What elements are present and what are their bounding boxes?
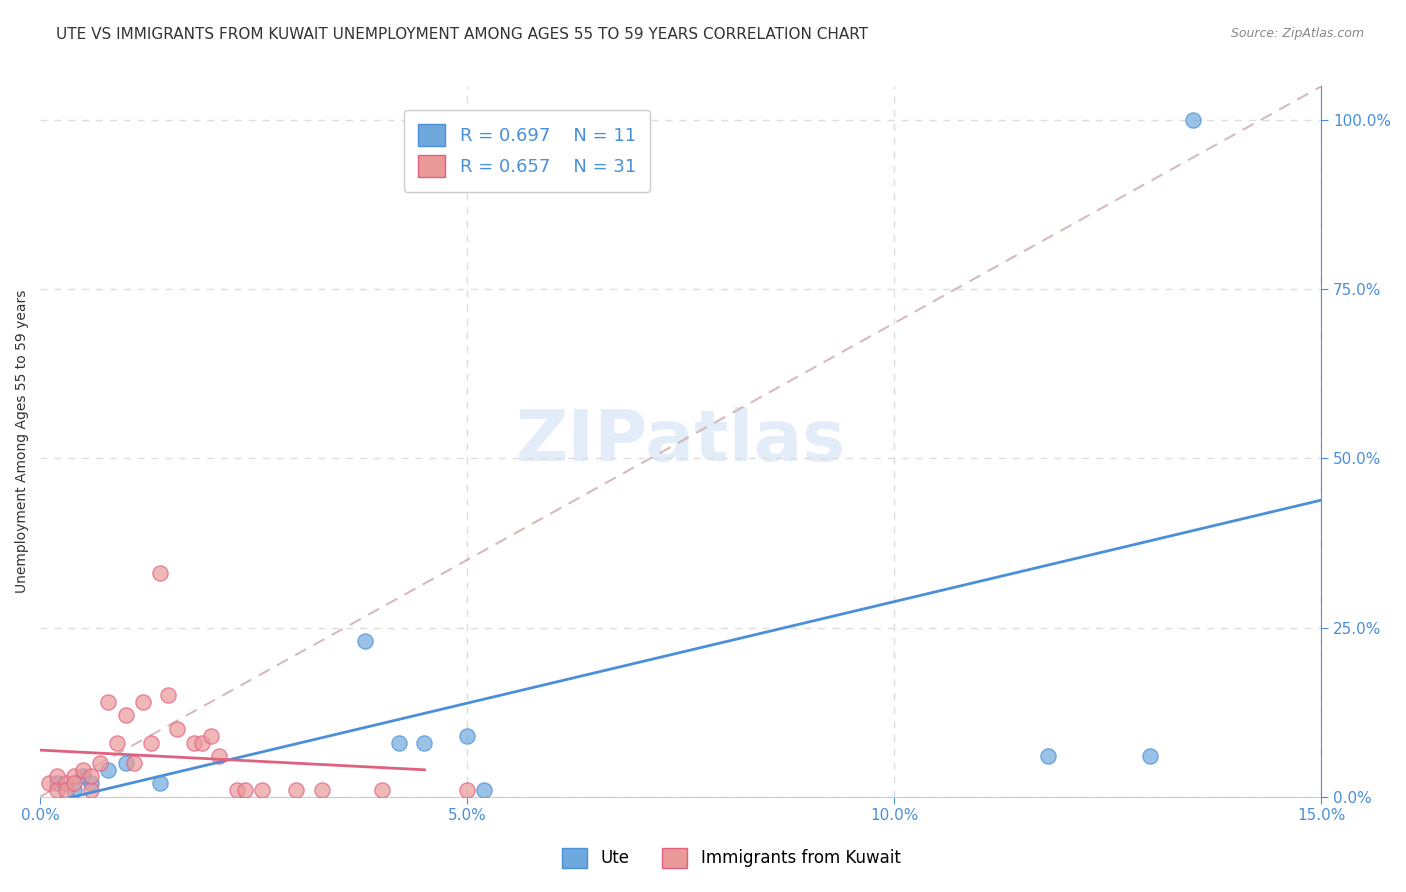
Point: [208, 749, 231, 764]
Point: [63, 783, 86, 797]
Point: [46, 776, 69, 790]
Text: Source: ZipAtlas.com: Source: ZipAtlas.com: [1230, 27, 1364, 40]
Text: ZIPatlas: ZIPatlas: [516, 407, 846, 476]
Point: [105, 735, 128, 749]
Point: [371, 783, 394, 797]
Point: [149, 566, 172, 581]
Point: [89, 756, 111, 770]
Point: [1182, 113, 1205, 128]
Text: UTE VS IMMIGRANTS FROM KUWAIT UNEMPLOYMENT AMONG AGES 55 TO 59 YEARS CORRELATION: UTE VS IMMIGRANTS FROM KUWAIT UNEMPLOYME…: [56, 27, 869, 42]
Point: [97, 763, 120, 777]
Point: [250, 783, 273, 797]
Point: [311, 783, 333, 797]
Point: [114, 756, 136, 770]
Point: [72, 763, 94, 777]
Point: [38, 776, 60, 790]
Point: [233, 783, 256, 797]
Point: [80, 769, 103, 783]
Legend: R = 0.697    N = 11, R = 0.657    N = 31: R = 0.697 N = 11, R = 0.657 N = 31: [404, 110, 650, 192]
Point: [46, 769, 69, 783]
Point: [285, 783, 308, 797]
Point: [472, 783, 495, 797]
Point: [456, 783, 478, 797]
Point: [122, 756, 145, 770]
Point: [55, 783, 77, 797]
Point: [388, 735, 411, 749]
Point: [80, 776, 103, 790]
Point: [114, 708, 136, 723]
Point: [139, 735, 162, 749]
Point: [97, 695, 120, 709]
Point: [456, 729, 478, 743]
Point: [149, 776, 172, 790]
Point: [225, 783, 247, 797]
Point: [166, 722, 188, 736]
Point: [46, 783, 69, 797]
Point: [55, 776, 77, 790]
Y-axis label: Unemployment Among Ages 55 to 59 years: Unemployment Among Ages 55 to 59 years: [15, 290, 30, 593]
Point: [1036, 749, 1059, 764]
Point: [200, 729, 222, 743]
Point: [72, 769, 94, 783]
Point: [80, 783, 103, 797]
Point: [1139, 749, 1161, 764]
Point: [413, 735, 436, 749]
Point: [183, 735, 205, 749]
Point: [191, 735, 214, 749]
Point: [157, 688, 180, 702]
Legend: Ute, Immigrants from Kuwait: Ute, Immigrants from Kuwait: [555, 841, 907, 875]
Point: [63, 776, 86, 790]
Point: [353, 634, 375, 648]
Point: [131, 695, 153, 709]
Point: [63, 769, 86, 783]
